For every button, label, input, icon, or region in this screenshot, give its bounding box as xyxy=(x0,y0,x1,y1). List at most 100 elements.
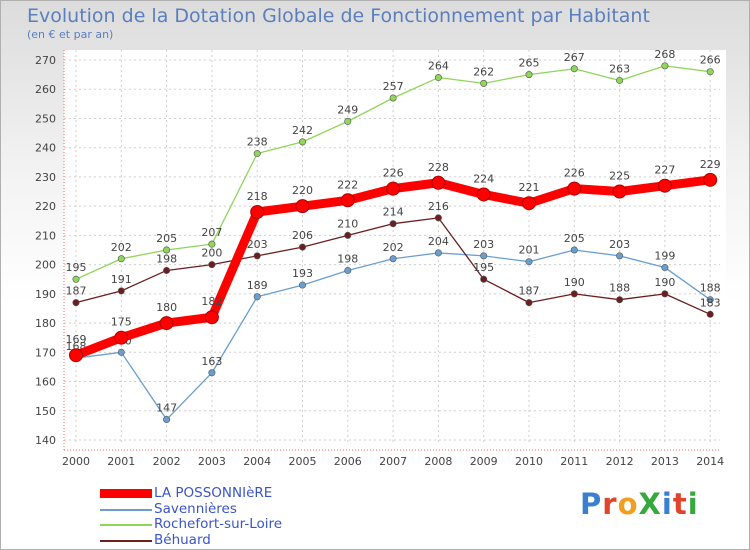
logo-letter: o xyxy=(617,487,639,521)
data-point xyxy=(69,348,83,363)
data-point xyxy=(208,369,216,377)
data-point xyxy=(525,258,533,266)
data-label: 257 xyxy=(383,80,404,93)
data-point xyxy=(480,252,488,260)
x-tick-label: 2013 xyxy=(651,455,679,468)
x-tick-label: 2005 xyxy=(289,455,317,468)
data-label: 187 xyxy=(519,285,540,298)
x-tick-label: 2014 xyxy=(696,455,724,468)
data-point xyxy=(480,275,488,283)
data-point xyxy=(386,181,401,196)
data-label: 175 xyxy=(111,316,132,329)
data-label: 226 xyxy=(564,167,585,180)
data-label: 183 xyxy=(700,296,721,309)
data-label: 163 xyxy=(201,355,222,368)
data-label: 205 xyxy=(156,232,177,245)
data-point xyxy=(661,264,669,272)
data-point xyxy=(476,187,491,202)
data-point xyxy=(570,246,578,254)
y-tick-label: 210 xyxy=(35,229,56,242)
legend-label: LA POSSONNIèRE xyxy=(154,485,273,501)
data-label: 207 xyxy=(201,226,222,239)
legend-label: Rochefort-sur-Loire xyxy=(154,516,283,532)
data-label: 238 xyxy=(247,136,268,149)
data-point xyxy=(253,150,261,158)
plot-area xyxy=(64,50,726,450)
data-point xyxy=(480,79,488,87)
data-label: 266 xyxy=(700,54,721,67)
x-tick-label: 2001 xyxy=(107,455,135,468)
data-label: 227 xyxy=(654,164,675,177)
data-point xyxy=(616,76,624,84)
data-point xyxy=(434,74,442,82)
data-label: 228 xyxy=(428,161,449,174)
data-label: 229 xyxy=(700,158,721,171)
data-label: 265 xyxy=(519,57,540,70)
data-point xyxy=(431,175,446,190)
legend-label: Béhuard xyxy=(154,531,211,548)
data-point xyxy=(706,68,714,76)
legend-label: Savennières xyxy=(154,500,237,517)
data-label: 203 xyxy=(247,238,268,251)
y-tick-label: 190 xyxy=(35,288,56,301)
data-label: 224 xyxy=(473,172,494,185)
data-point xyxy=(616,252,624,260)
data-point xyxy=(389,94,397,102)
data-label: 262 xyxy=(473,65,494,78)
data-label: 205 xyxy=(564,232,585,245)
x-tick-label: 2002 xyxy=(153,455,181,468)
data-point xyxy=(344,117,352,125)
y-tick-label: 220 xyxy=(35,200,56,213)
x-tick-label: 2009 xyxy=(470,455,498,468)
data-label: 147 xyxy=(156,402,177,415)
y-tick-label: 250 xyxy=(35,112,56,125)
data-point xyxy=(340,193,355,208)
data-label: 190 xyxy=(564,276,585,289)
y-tick-label: 180 xyxy=(35,317,56,330)
x-tick-label: 2003 xyxy=(198,455,226,468)
data-point xyxy=(522,196,536,211)
proxiti-logo: ProXiti xyxy=(580,487,699,521)
y-tick-label: 160 xyxy=(35,376,56,389)
logo-letter: t xyxy=(672,487,688,521)
data-point xyxy=(570,65,578,73)
logo-letter: i xyxy=(661,487,673,521)
data-point xyxy=(657,178,672,193)
logo-letter: X xyxy=(638,487,662,521)
data-point xyxy=(298,138,306,146)
data-point xyxy=(706,296,714,304)
data-label: 188 xyxy=(700,282,721,295)
data-label: 218 xyxy=(247,190,268,203)
data-point xyxy=(295,199,310,214)
data-label: 226 xyxy=(383,167,404,180)
data-label: 188 xyxy=(609,282,630,295)
data-label: 187 xyxy=(66,285,87,298)
data-point xyxy=(344,231,352,239)
data-label: 182 xyxy=(201,295,222,308)
data-point xyxy=(253,252,261,260)
data-label: 190 xyxy=(654,276,675,289)
data-label: 198 xyxy=(337,252,358,265)
data-point xyxy=(344,266,352,274)
data-label: 201 xyxy=(519,244,540,257)
data-point xyxy=(434,214,442,222)
x-tick-label: 2004 xyxy=(243,455,271,468)
legend-swatch xyxy=(100,489,152,498)
data-point xyxy=(706,310,714,318)
data-label: 249 xyxy=(337,103,358,116)
legend-swatch xyxy=(100,539,152,542)
data-point xyxy=(117,255,125,263)
x-tick-label: 2012 xyxy=(606,455,634,468)
data-point xyxy=(434,249,442,257)
data-point xyxy=(525,299,533,307)
data-label: 189 xyxy=(247,279,268,292)
data-point xyxy=(117,287,125,295)
data-point xyxy=(525,71,533,79)
data-point xyxy=(208,261,216,269)
data-label: 267 xyxy=(564,51,585,64)
y-tick-label: 140 xyxy=(35,434,56,447)
data-point xyxy=(612,184,627,199)
y-tick-label: 240 xyxy=(35,142,56,155)
y-tick-label: 270 xyxy=(35,54,56,67)
y-tick-label: 200 xyxy=(35,259,56,272)
